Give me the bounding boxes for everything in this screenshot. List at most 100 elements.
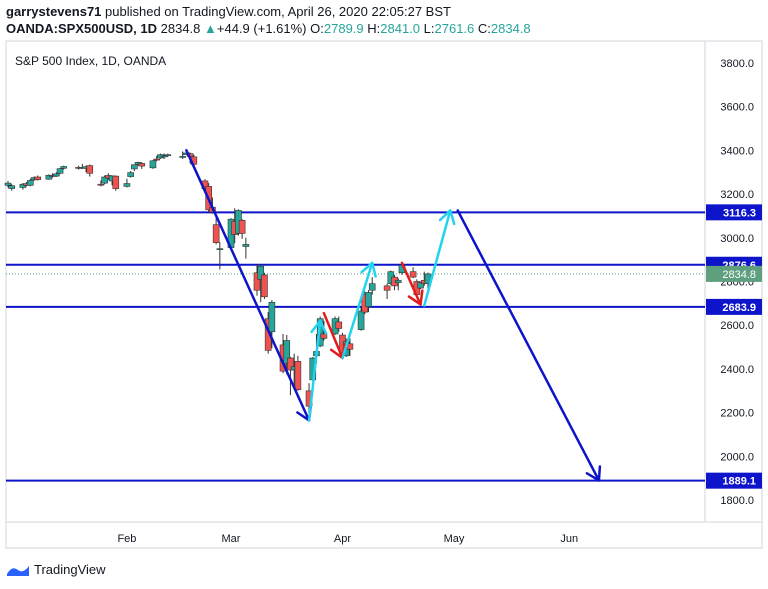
candle-body bbox=[112, 175, 120, 189]
candle-body bbox=[53, 173, 60, 177]
x-tick-label: Mar bbox=[222, 533, 241, 545]
trend-arrow-head bbox=[438, 209, 456, 226]
trend-arrow-line bbox=[307, 319, 322, 422]
level-price-label: 1889.1 bbox=[722, 476, 756, 488]
candle-body bbox=[160, 155, 168, 158]
candle-body bbox=[253, 272, 261, 291]
level-price-tag bbox=[706, 298, 762, 315]
candle-body bbox=[238, 219, 246, 234]
candle-body bbox=[365, 292, 372, 307]
candle-body bbox=[417, 282, 424, 289]
candle-body bbox=[56, 168, 64, 174]
x-tick-label: Apr bbox=[334, 533, 351, 545]
footer-brand[interactable]: TradingView bbox=[6, 562, 106, 577]
trend-arrow-line bbox=[456, 209, 601, 482]
level-price-label: 2683.9 bbox=[722, 302, 756, 314]
candle-body bbox=[320, 333, 328, 339]
y-tick-label: 1800.0 bbox=[720, 495, 754, 507]
price-chart[interactable]: S&P 500 Index, 1D, OANDA 3800.0 3600.0 3400… bbox=[0, 0, 768, 560]
trend-arrow-line bbox=[400, 261, 422, 306]
y-tick-label: 3400.0 bbox=[720, 145, 754, 157]
candle-body bbox=[19, 183, 27, 188]
tradingview-logo-icon bbox=[7, 565, 29, 576]
candle-body bbox=[153, 158, 160, 161]
last-price: 2834.8 bbox=[160, 21, 201, 36]
open-label: O: bbox=[310, 21, 324, 36]
candle-body bbox=[316, 318, 324, 347]
candle-body bbox=[261, 274, 268, 298]
candle-body bbox=[123, 183, 131, 187]
y-tick-label: 3600.0 bbox=[720, 102, 754, 114]
x-tick-label: Feb bbox=[117, 533, 136, 545]
level-price-tag bbox=[706, 204, 762, 221]
trend-arrow-line bbox=[341, 261, 374, 360]
candle-body bbox=[409, 271, 417, 278]
candle-body bbox=[138, 163, 146, 167]
candle-body bbox=[283, 340, 291, 364]
ohlc-readout: OANDA:SPX500USD, 1D 2834.8 ▲+44.9 (+1.61… bbox=[6, 21, 531, 36]
candle-body bbox=[34, 176, 42, 180]
candle-body bbox=[97, 183, 105, 186]
candle-body bbox=[149, 160, 157, 169]
candle-body bbox=[26, 180, 34, 186]
candle-body bbox=[368, 283, 376, 291]
trend-arrow-line bbox=[423, 209, 452, 307]
level-price-tag bbox=[706, 472, 762, 489]
candle-body bbox=[287, 357, 294, 371]
candle-body bbox=[383, 285, 391, 291]
trend-arrow-line bbox=[185, 149, 311, 422]
candle-body bbox=[216, 248, 224, 251]
chart-title: S&P 500 Index, 1D, OANDA bbox=[15, 54, 166, 68]
trend-arrow-head bbox=[360, 261, 377, 278]
open-value: 2789.9 bbox=[323, 21, 364, 36]
footer-brand-label: TradingView bbox=[34, 562, 106, 577]
candle-body bbox=[127, 172, 134, 177]
candle-body bbox=[357, 310, 365, 330]
y-tick-label: 3200.0 bbox=[720, 189, 754, 201]
y-tick-label: 2200.0 bbox=[720, 408, 754, 420]
low-label: L: bbox=[423, 21, 435, 36]
author-name[interactable]: garrystevens71 bbox=[6, 4, 102, 19]
low-value: 2761.6 bbox=[434, 21, 475, 36]
candle-body bbox=[131, 164, 138, 170]
trend-arrow-head bbox=[407, 289, 424, 306]
high-value: 2841.0 bbox=[380, 21, 421, 36]
candle-body bbox=[257, 265, 265, 280]
x-tick-label: May bbox=[444, 533, 465, 545]
change-value: +44.9 (+1.61%) bbox=[216, 21, 307, 36]
symbol-label: OANDA:SPX500USD, 1D bbox=[6, 21, 157, 36]
candle-body bbox=[101, 176, 108, 184]
trend-arrow-head bbox=[310, 319, 328, 335]
y-tick-label: 2400.0 bbox=[720, 364, 754, 376]
trend-arrow-line bbox=[322, 311, 344, 360]
y-tick-label: 2600.0 bbox=[720, 320, 754, 332]
y-tick-label: 3800.0 bbox=[720, 58, 754, 70]
candle-body bbox=[335, 321, 343, 329]
y-tick-label: 2000.0 bbox=[720, 451, 754, 463]
plot-frame bbox=[5, 40, 706, 523]
candle-body bbox=[8, 185, 16, 189]
candle-body bbox=[394, 280, 402, 283]
change-arrow: ▲ bbox=[204, 21, 217, 36]
close-value: 2834.8 bbox=[490, 21, 531, 36]
y-tick-label: 3000.0 bbox=[720, 233, 754, 245]
chart-frame bbox=[5, 40, 763, 549]
publish-info: garrystevens71 published on TradingView.… bbox=[6, 4, 451, 19]
published-text: published on TradingView.com, April 26, … bbox=[105, 4, 451, 19]
close-label: C: bbox=[477, 21, 491, 36]
high-label: H: bbox=[367, 21, 381, 36]
level-price-label: 3116.3 bbox=[723, 207, 756, 219]
candle-body bbox=[179, 156, 186, 158]
candle-body bbox=[4, 182, 12, 186]
candle-body bbox=[164, 154, 172, 156]
candle-body bbox=[268, 301, 276, 333]
last-price-tag bbox=[706, 265, 762, 282]
candle-body bbox=[242, 244, 250, 247]
last-price-tag-label: 2834.8 bbox=[722, 269, 756, 281]
candle-body bbox=[45, 174, 53, 180]
x-tick-label: Jun bbox=[560, 533, 578, 545]
candle-body bbox=[294, 361, 302, 391]
candle-body bbox=[86, 165, 94, 174]
candle-body bbox=[60, 166, 68, 169]
candle-body bbox=[212, 224, 220, 243]
